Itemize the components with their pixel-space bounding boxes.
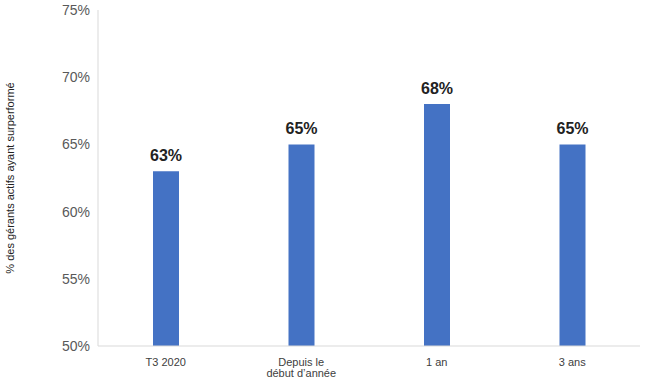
svg-text:75%: 75%	[62, 2, 90, 18]
svg-text:Depuis ledébut d’année: Depuis ledébut d’année	[266, 356, 336, 379]
svg-text:1 an: 1 an	[426, 356, 447, 368]
svg-text:50%: 50%	[62, 338, 90, 354]
svg-text:60%: 60%	[62, 204, 90, 220]
svg-text:70%: 70%	[62, 69, 90, 85]
svg-text:3 ans: 3 ans	[559, 356, 586, 368]
svg-text:63%: 63%	[150, 147, 182, 164]
svg-text:65%: 65%	[62, 136, 90, 152]
svg-text:68%: 68%	[421, 80, 453, 97]
svg-text:65%: 65%	[285, 120, 317, 137]
svg-text:55%: 55%	[62, 271, 90, 287]
svg-text:T3 2020: T3 2020	[146, 356, 186, 368]
svg-text:65%: 65%	[556, 120, 588, 137]
svg-text:% des gérants actifs ayant sur: % des gérants actifs ayant surperformé	[8, 82, 16, 273]
